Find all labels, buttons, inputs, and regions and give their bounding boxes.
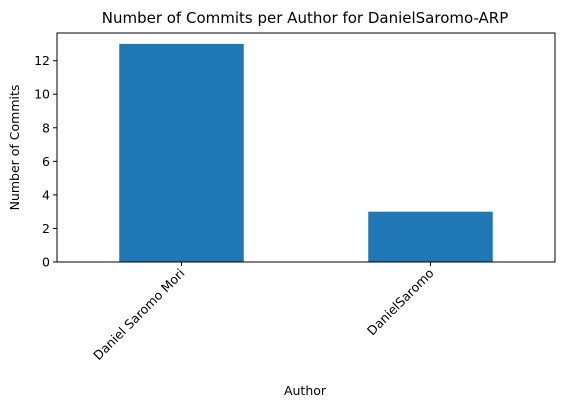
- bar-0: [119, 43, 244, 263]
- bars-group: [119, 43, 493, 263]
- y-tick-label-0: 0: [42, 255, 50, 270]
- bar-1: [368, 211, 493, 262]
- plot-frame: [56, 32, 556, 263]
- y-tick-label-3: 6: [42, 154, 50, 169]
- y-axis: 0 2 4 6 8 10 12: [34, 53, 57, 270]
- x-tick-label-1: DanielSaromo: [364, 266, 437, 339]
- x-tick-label-0: Daniel Saromo Mori: [90, 266, 187, 363]
- x-axis-label: Author: [284, 383, 327, 398]
- chart-title: Number of Commits per Author for DanielS…: [102, 9, 509, 27]
- y-tick-label-6: 12: [34, 53, 50, 68]
- y-tick-label-1: 2: [42, 221, 50, 236]
- y-tick-label-4: 8: [42, 120, 50, 135]
- y-axis-label: Number of Commits: [7, 85, 22, 211]
- y-tick-label-2: 4: [42, 187, 50, 202]
- x-axis: Daniel Saromo Mori DanielSaromo: [90, 262, 437, 363]
- y-tick-label-5: 10: [34, 87, 50, 102]
